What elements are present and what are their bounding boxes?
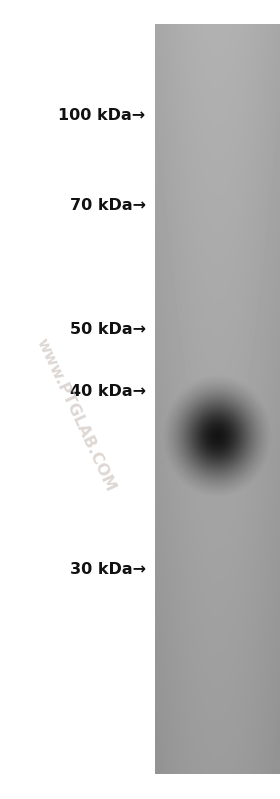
Text: 30 kDa→: 30 kDa→ bbox=[70, 562, 146, 577]
Text: 40 kDa→: 40 kDa→ bbox=[70, 384, 146, 399]
Text: 100 kDa→: 100 kDa→ bbox=[59, 108, 146, 122]
Text: 50 kDa→: 50 kDa→ bbox=[70, 323, 146, 337]
Text: www.PTGLAB.COM: www.PTGLAB.COM bbox=[33, 336, 118, 495]
Text: 70 kDa→: 70 kDa→ bbox=[70, 198, 146, 213]
